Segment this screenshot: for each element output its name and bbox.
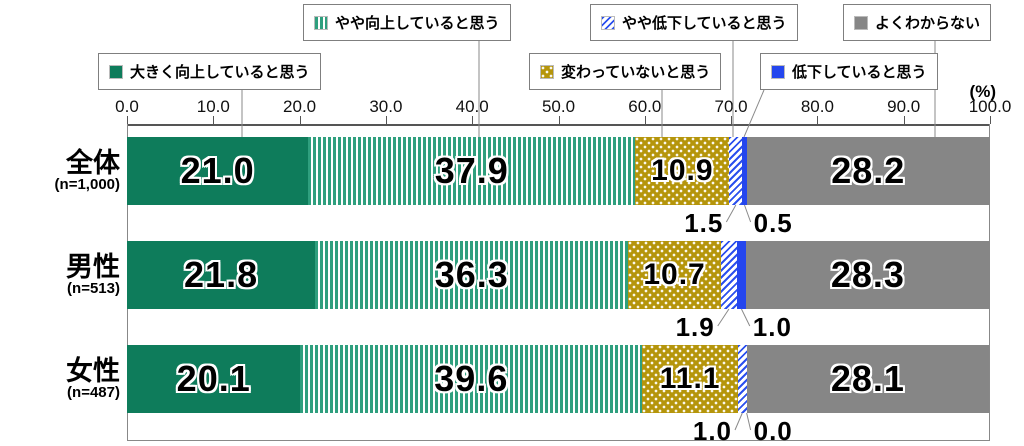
x-tick-label: 60.0: [628, 97, 662, 116]
segment-value-label: 28.2: [831, 150, 906, 191]
bar-segment: [737, 241, 746, 309]
bar-track: 20.1 39.6 11.1 28.1: [127, 345, 990, 413]
callout-value-label: 1.0: [752, 312, 792, 342]
x-tick-mark: [903, 116, 905, 124]
row-sample-size: (n=487): [67, 384, 120, 402]
gray-square-swatch-icon: [854, 15, 868, 30]
row-name: 男性: [66, 251, 120, 282]
segment-value-label: 10.9: [651, 154, 714, 187]
x-tick-label: 70.0: [714, 97, 748, 116]
legend-label: 変わっていないと思う: [561, 64, 711, 81]
bar-segment: 37.9: [308, 137, 636, 205]
row-name: 女性: [66, 355, 120, 386]
x-tick-label: 100.0: [968, 97, 1012, 116]
x-tick-label: 0.0: [115, 97, 139, 116]
x-tick-label: 50.0: [541, 97, 576, 116]
x-tick-mark: [990, 116, 991, 124]
bar-segment: 36.3: [315, 241, 629, 309]
bar-segment: 10.9: [635, 137, 730, 205]
x-tick-mark: [644, 116, 646, 124]
callout-value-label: 0.5: [753, 208, 793, 238]
legend-label: よくわからない: [875, 15, 981, 32]
legend-item-unchanged: 変わっていないと思う: [529, 53, 722, 90]
row-label: 男性 (n=513): [0, 241, 120, 309]
row-label: 女性 (n=487): [0, 345, 120, 413]
segment-value-label: 20.1: [176, 358, 251, 399]
bar-track: 21.8 36.3 10.7 28.3: [127, 241, 990, 309]
bar-segment: 11.1: [642, 345, 738, 413]
x-tick-label: 80.0: [800, 97, 834, 116]
vertical-stripes-swatch-icon: [314, 15, 328, 30]
x-axis-line: [127, 124, 990, 126]
bar-segment: 28.1: [746, 345, 990, 413]
x-tick-mark: [299, 116, 301, 124]
x-tick-mark: [558, 116, 560, 124]
bar-segment: 39.6: [300, 345, 643, 413]
bar-track: 21.0 37.9 10.9 28.2: [127, 137, 990, 205]
bar-segment: 28.2: [746, 137, 990, 205]
blue-square-swatch-icon: [771, 64, 785, 79]
segment-value-label: 21.8: [184, 254, 259, 295]
segment-value-label: 11.1: [659, 362, 721, 395]
bar-segment: [738, 345, 747, 413]
row-label: 全体 (n=1,000): [0, 137, 120, 205]
diagonal-stripes-swatch-icon: [601, 15, 615, 30]
legend-label: やや低下していると思う: [622, 15, 787, 32]
segment-value-label: 21.0: [180, 150, 255, 191]
gold-dots-swatch-icon: [540, 64, 554, 79]
callout-value-label: 1.9: [675, 312, 715, 342]
legend-item-dont-know: よくわからない: [843, 4, 992, 41]
row-sample-size: (n=513): [67, 280, 120, 298]
x-tick-mark: [817, 116, 819, 124]
x-tick-mark: [731, 116, 733, 124]
segment-value-label: 28.3: [830, 254, 905, 295]
x-tick-label: 30.0: [369, 97, 403, 116]
bar-segment: 10.7: [628, 241, 721, 309]
segment-value-label: 36.3: [434, 254, 509, 295]
legend-item-greatly-improved: 大きく向上していると思う: [98, 53, 321, 90]
segment-value-label: 39.6: [434, 358, 509, 399]
callout-value-label: 0.0: [753, 416, 793, 446]
bar-segment: 21.0: [127, 137, 309, 205]
bar-segment: 20.1: [127, 345, 301, 413]
segment-value-label: 37.9: [434, 150, 509, 191]
legend-label: やや向上していると思う: [335, 15, 500, 32]
green-square-swatch-icon: [109, 64, 123, 79]
bar-segment: 28.3: [745, 241, 990, 309]
bar-segment: [720, 241, 738, 309]
legend-item-slightly-improved: やや向上していると思う: [303, 4, 511, 41]
x-tick-label: 10.0: [196, 97, 230, 116]
x-tick-label: 90.0: [887, 97, 921, 116]
axis-unit-label: (%): [969, 82, 996, 101]
x-tick-mark: [472, 116, 474, 124]
x-tick-label: 20.0: [283, 97, 317, 116]
x-tick-mark: [127, 116, 128, 124]
segment-value-label: 28.1: [830, 358, 905, 399]
legend-item-declined: 低下していると思う: [760, 53, 938, 90]
x-tick-mark: [213, 116, 215, 124]
row-name: 全体: [66, 147, 120, 178]
x-tick-label: 40.0: [455, 97, 489, 116]
x-tick-mark: [385, 116, 387, 124]
bar-segment: [742, 137, 747, 205]
legend-label: 低下していると思う: [792, 64, 927, 81]
callout-value-label: 1.5: [684, 208, 724, 238]
callout-value-label: 1.0: [692, 416, 733, 446]
bar-segment: 21.8: [127, 241, 316, 309]
legend-item-slightly-declined: やや低下していると思う: [590, 4, 798, 41]
segment-value-label: 10.7: [643, 258, 706, 291]
row-sample-size: (n=1,000): [54, 176, 120, 194]
bar-segment: [729, 137, 743, 205]
legend-label: 大きく向上していると思う: [130, 64, 310, 81]
